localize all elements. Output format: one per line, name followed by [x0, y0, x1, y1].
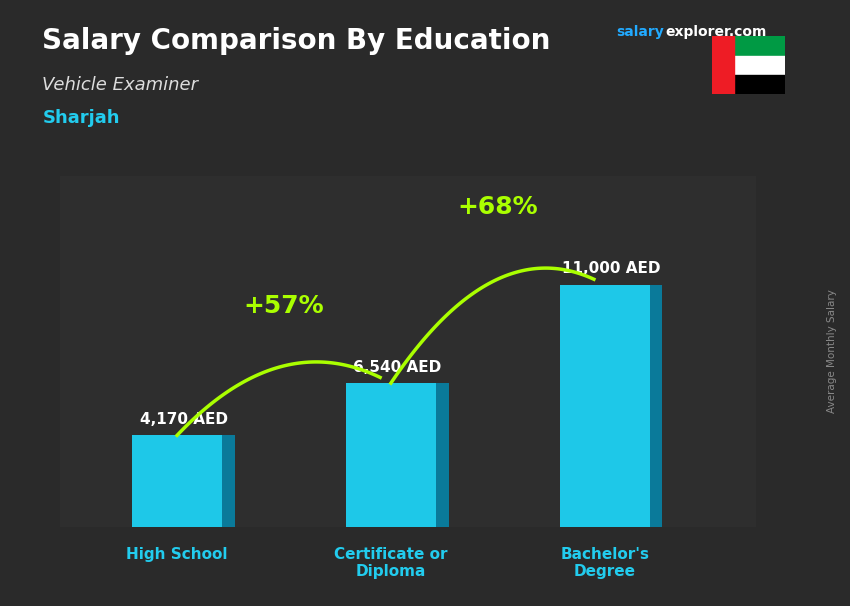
Bar [712, 36, 785, 56]
Polygon shape [222, 435, 235, 527]
Text: +57%: +57% [244, 294, 325, 318]
Text: Average Monthly Salary: Average Monthly Salary [827, 290, 837, 413]
Polygon shape [436, 383, 449, 527]
Bar [560, 285, 649, 527]
Text: salary: salary [616, 25, 664, 39]
Text: 6,540 AED: 6,540 AED [354, 359, 441, 375]
Text: Sharjah: Sharjah [42, 109, 120, 127]
Text: Salary Comparison By Education: Salary Comparison By Education [42, 27, 551, 55]
Text: Vehicle Examiner: Vehicle Examiner [42, 76, 199, 94]
Bar [346, 383, 436, 527]
Bar [712, 56, 785, 75]
Bar [133, 435, 222, 527]
Bar [712, 36, 734, 94]
Text: 4,170 AED: 4,170 AED [139, 412, 228, 427]
Polygon shape [649, 285, 662, 527]
Text: 11,000 AED: 11,000 AED [562, 261, 660, 276]
Text: +68%: +68% [457, 195, 538, 219]
Bar [712, 75, 785, 94]
Text: explorer.com: explorer.com [666, 25, 767, 39]
